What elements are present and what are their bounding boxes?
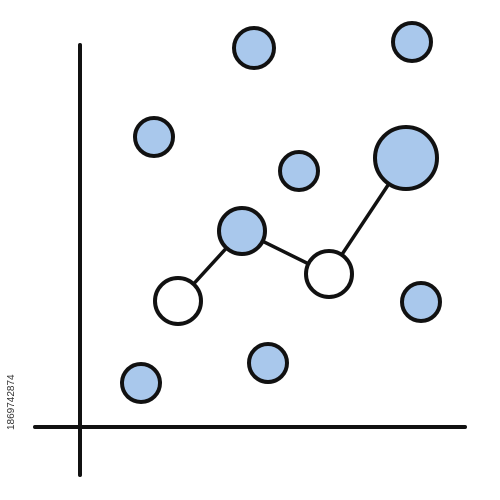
dot	[391, 21, 433, 63]
trend-line	[176, 157, 408, 303]
large-dot	[373, 125, 439, 191]
dot	[133, 116, 175, 158]
dot	[247, 342, 289, 384]
watermark: 1869742874	[6, 374, 17, 430]
dot	[232, 26, 276, 70]
hollow-dot	[153, 276, 203, 326]
dot	[120, 362, 162, 404]
dot	[278, 150, 320, 192]
dot	[217, 206, 267, 256]
dot	[400, 281, 442, 323]
hollow-dot	[304, 249, 354, 299]
